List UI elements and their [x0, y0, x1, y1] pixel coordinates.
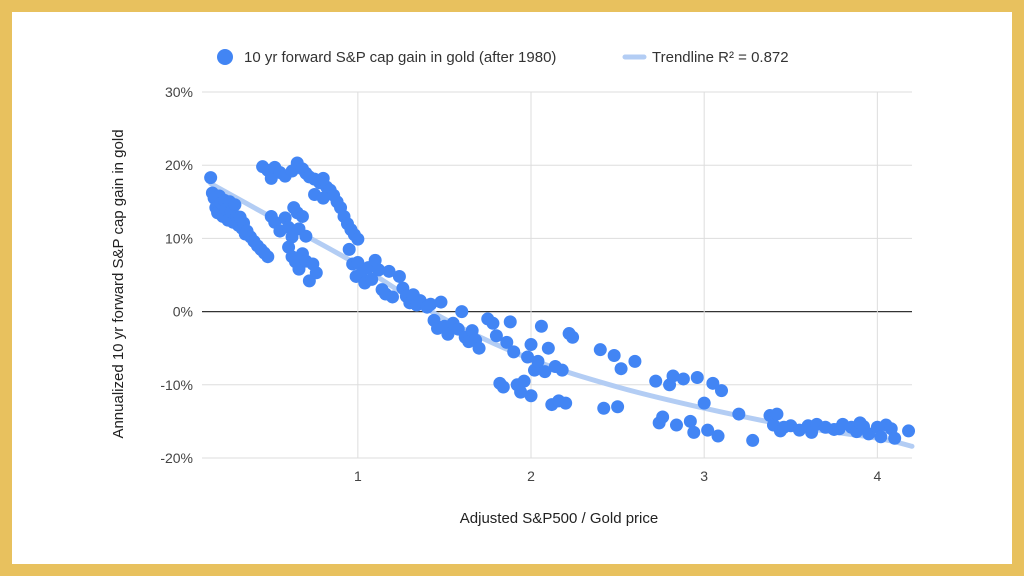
data-point — [372, 263, 386, 277]
data-point — [687, 425, 701, 439]
data-point — [669, 418, 683, 432]
data-point — [524, 338, 538, 352]
data-point — [351, 256, 365, 270]
data-point — [541, 341, 555, 355]
y-tick-label: -10% — [160, 377, 193, 393]
data-point — [299, 229, 313, 243]
x-tick-label: 2 — [527, 468, 535, 484]
data-point — [555, 363, 569, 377]
x-axis-title: Adjusted S&P500 / Gold price — [460, 510, 658, 527]
data-point — [611, 400, 625, 414]
data-point — [666, 369, 680, 383]
y-tick-label: 20% — [165, 157, 193, 173]
x-tick-label: 1 — [354, 468, 362, 484]
data-point — [874, 430, 888, 444]
scatter-chart: -20% -10% 0% 10% 20% 30% 1 2 3 4 10 yr forward S&… — [110, 49, 916, 527]
data-point — [392, 269, 406, 283]
legend-point-marker — [217, 49, 233, 65]
x-tick-label: 3 — [700, 468, 708, 484]
y-tick-label: 30% — [165, 84, 193, 100]
data-point — [507, 345, 521, 359]
data-point — [770, 407, 784, 421]
data-point — [676, 372, 690, 386]
data-point — [496, 380, 510, 394]
data-point — [204, 171, 218, 185]
data-point — [559, 396, 573, 410]
ticks-layer: -20% -10% 0% 10% 20% 30% 1 2 3 4 — [160, 84, 881, 484]
data-point — [649, 374, 663, 388]
data-point — [711, 429, 725, 443]
data-point — [424, 297, 438, 311]
data-point — [486, 316, 500, 330]
data-point — [503, 315, 517, 329]
y-tick-label: -20% — [160, 450, 193, 466]
data-point — [534, 319, 548, 333]
x-tick-label: 4 — [873, 468, 881, 484]
data-point — [385, 290, 399, 304]
grid-layer — [202, 91, 912, 459]
data-point — [309, 266, 323, 280]
data-point — [531, 354, 545, 368]
data-point — [295, 209, 309, 223]
data-point — [382, 264, 396, 278]
data-point — [701, 423, 715, 437]
data-point — [524, 389, 538, 403]
y-tick-label: 0% — [173, 304, 193, 320]
data-point — [441, 327, 455, 341]
data-point — [517, 374, 531, 388]
data-point — [500, 335, 514, 349]
data-point — [746, 433, 760, 447]
data-point — [715, 384, 729, 398]
y-tick-label: 10% — [165, 230, 193, 246]
data-point — [732, 407, 746, 421]
data-point — [656, 410, 670, 424]
data-point — [538, 365, 552, 379]
data-point — [683, 414, 697, 428]
data-point — [628, 354, 642, 368]
data-point — [342, 242, 356, 256]
data-point — [514, 385, 528, 399]
points-layer — [204, 156, 916, 447]
data-point — [697, 396, 711, 410]
data-point — [521, 350, 535, 364]
data-point — [607, 349, 621, 363]
legend-label-points: 10 yr forward S&P cap gain in gold (afte… — [244, 49, 556, 66]
data-point — [597, 401, 611, 415]
data-point — [455, 305, 469, 319]
chart-card: -20% -10% 0% 10% 20% 30% 1 2 3 4 10 yr forward S&… — [12, 12, 1012, 564]
legend[interactable]: 10 yr forward S&P cap gain in gold (afte… — [217, 49, 789, 66]
data-point — [489, 329, 503, 343]
data-point — [614, 362, 628, 376]
data-point — [566, 330, 580, 344]
y-axis-title: Annualized 10 yr forward S&P cap gain in… — [110, 129, 127, 438]
data-point — [351, 232, 365, 246]
data-point — [316, 191, 330, 205]
data-point — [593, 343, 607, 357]
legend-label-trendline: Trendline R² = 0.872 — [652, 49, 789, 66]
data-point — [434, 295, 448, 309]
data-point — [706, 376, 720, 390]
data-point — [228, 198, 242, 212]
data-point — [261, 250, 275, 264]
data-point — [888, 431, 902, 445]
data-point — [690, 370, 704, 384]
data-point — [902, 424, 916, 438]
data-point — [472, 341, 486, 355]
data-point — [365, 272, 379, 286]
